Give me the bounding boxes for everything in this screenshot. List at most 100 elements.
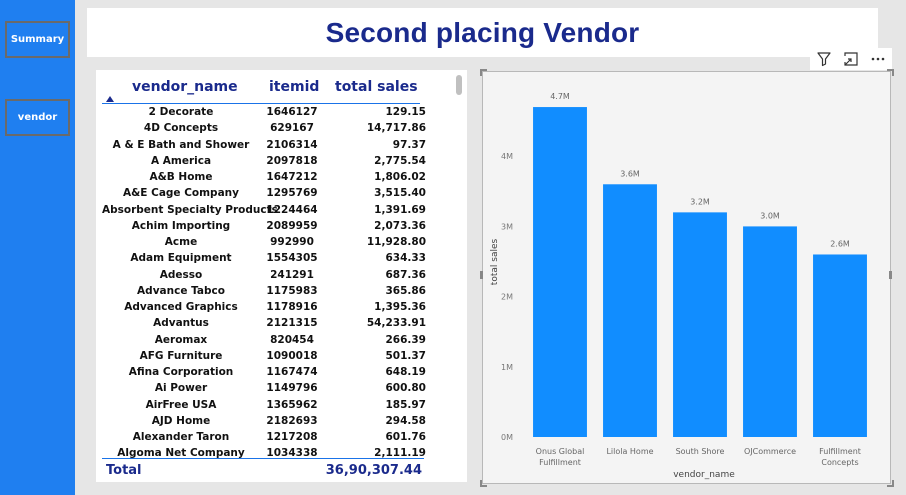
vendor-name-cell: Alexander Taron [132, 431, 230, 443]
table-total-row: Total 36,90,307.44 [102, 458, 424, 480]
itemid-cell: 1149796 [266, 382, 318, 395]
resize-corner-top-left[interactable] [480, 69, 487, 76]
table-row[interactable]: Ai Power 1149796 600.80 [102, 381, 426, 397]
more-options-icon[interactable] [869, 50, 887, 68]
data-label: 3.2M [690, 197, 710, 206]
x-tick-label: South Shore [676, 447, 725, 456]
total-sales-cell: 501.37 [385, 349, 426, 362]
table-row[interactable]: Aeromax 820454 266.39 [102, 333, 426, 349]
itemid-cell: 1646127 [266, 106, 318, 118]
table-row[interactable]: A&E Cage Company 1295769 3,515.40 [102, 186, 426, 202]
y-tick-label: 4M [501, 152, 513, 161]
itemid-cell: 2182693 [266, 414, 318, 427]
table-row[interactable]: Adam Equipment 1554305 634.33 [102, 251, 426, 267]
vendor-table: vendor_name itemid total sales 2 Decorat… [96, 70, 467, 482]
bar-chart: 0M 1M 2M 3M 4M total sales 4.7M Onus Global Fulf… [490, 92, 867, 480]
table-row[interactable]: 4D Concepts 629167 14,717.86 [102, 121, 426, 137]
total-sales-cell: 1,391.69 [374, 203, 426, 216]
total-sales-cell: 600.80 [385, 382, 426, 395]
data-label: 4.7M [550, 92, 570, 101]
table-row[interactable]: Advantus 2121315 54,233.91 [102, 316, 426, 332]
vendor-name-cell: Advance Tabco [137, 284, 225, 297]
vendor-name-cell: Aeromax [154, 333, 208, 346]
vendor-name-cell: A&B Home [149, 171, 213, 183]
bar [743, 226, 797, 437]
table-body: 2 Decorate 1646127 129.15 4D Concepts 629167… [102, 105, 426, 463]
focus-mode-icon[interactable] [842, 50, 860, 68]
table-row[interactable]: Absorbent Specialty Products 1224464 1,391… [102, 203, 426, 219]
sidebar: Summary vendor [0, 0, 75, 495]
vendor-name-cell: AirFree USA [145, 398, 217, 411]
total-sales-cell: 2,775.54 [374, 154, 426, 167]
vendor-name-cell: 2 Decorate [148, 106, 214, 118]
bar [813, 254, 867, 437]
total-sales-cell: 2,073.36 [374, 219, 426, 232]
total-sales-cell: 266.39 [385, 333, 426, 346]
itemid-cell: 1554305 [266, 252, 318, 265]
data-label: 2.6M [830, 239, 850, 248]
resize-corner-top-right[interactable] [887, 69, 894, 76]
bar [533, 107, 587, 437]
table-row[interactable]: A America 2097818 2,775.54 [102, 154, 426, 170]
table-row[interactable]: 2 Decorate 1646127 129.15 [102, 105, 426, 121]
y-tick-label: 1M [501, 363, 513, 372]
x-tick-label: Concepts [821, 458, 858, 467]
vendor-name-cell: Ai Power [154, 382, 208, 395]
itemid-cell: 1365962 [266, 398, 318, 411]
x-axis-title: vendor_name [673, 470, 735, 480]
column-header-itemid[interactable]: itemid [269, 79, 320, 95]
itemid-cell: 2097818 [266, 154, 318, 167]
total-sales-cell: 97.37 [392, 138, 426, 151]
table-row[interactable]: Achim Importing 2089959 2,073.36 [102, 219, 426, 235]
x-tick-label: Fulfillment [819, 447, 861, 456]
itemid-cell: 1295769 [266, 187, 318, 200]
table-header: vendor_name itemid total sales [102, 74, 420, 104]
x-tick-label: Onus Global [536, 447, 585, 456]
column-header-total-sales[interactable]: total sales [335, 79, 418, 95]
total-sales-cell: 2,111.19 [374, 447, 426, 460]
itemid-cell: 1178916 [266, 301, 318, 313]
table-row[interactable]: Advance Tabco 1175983 365.86 [102, 284, 426, 300]
itemid-cell: 820454 [270, 333, 314, 346]
table-row[interactable]: Afina Corporation 1167474 648.19 [102, 365, 426, 381]
column-header-vendor-name[interactable]: vendor_name [132, 79, 238, 95]
table-row[interactable]: Acme 992990 11,928.80 [102, 235, 426, 251]
table-row[interactable]: AirFree USA 1365962 185.97 [102, 398, 426, 414]
itemid-cell: 629167 [270, 122, 314, 135]
total-sales-cell: 129.15 [385, 106, 426, 118]
summary-nav-button[interactable]: Summary [5, 21, 70, 58]
vendor-name-cell: Achim Importing [131, 219, 231, 232]
scrollbar-thumb[interactable] [456, 75, 462, 95]
resize-corner-bottom-right[interactable] [887, 480, 894, 487]
table-row[interactable]: A & E Bath and Shower 2106314 97.37 [102, 138, 426, 154]
total-value: 36,90,307.44 [325, 463, 422, 478]
vendor-nav-button[interactable]: vendor [5, 99, 70, 136]
itemid-cell: 1034338 [266, 447, 318, 460]
resize-handle-left[interactable] [480, 271, 483, 279]
total-sales-cell: 294.58 [385, 414, 426, 427]
sort-ascending-icon[interactable] [106, 96, 114, 102]
table-row[interactable]: AFG Furniture 1090018 501.37 [102, 349, 426, 365]
vendor-name-cell: AJD Home [151, 414, 211, 427]
table-row[interactable]: Advanced Graphics 1178916 1,395.36 [102, 300, 426, 316]
table-row[interactable]: AJD Home 2182693 294.58 [102, 414, 426, 430]
total-sales-cell: 648.19 [385, 366, 426, 378]
data-label: 3.6M [620, 169, 640, 178]
resize-handle-right[interactable] [889, 271, 892, 279]
table-row[interactable]: Adesso 241291 687.36 [102, 268, 426, 284]
page-title: Second placing Vendor [325, 16, 640, 48]
itemid-cell: 2106314 [266, 138, 318, 151]
bar [603, 184, 657, 437]
table-row[interactable]: Algoma Net Company 1034338 2,111.19 [102, 446, 426, 462]
y-axis-title: total sales [490, 239, 500, 286]
scrollbar-track[interactable] [456, 74, 462, 478]
y-tick-label: 0M [501, 433, 513, 442]
resize-corner-bottom-left[interactable] [480, 480, 487, 487]
filter-icon[interactable] [815, 50, 833, 68]
bar-chart-visual[interactable]: 0M 1M 2M 3M 4M total sales 4.7M Onus Global Fulf… [482, 71, 891, 484]
total-sales-cell: 601.76 [385, 431, 426, 443]
vendor-name-cell: 4D Concepts [143, 122, 219, 135]
table-row[interactable]: A&B Home 1647212 1,806.02 [102, 170, 426, 186]
vendor-name-cell: Afina Corporation [128, 366, 234, 378]
table-row[interactable]: Alexander Taron 1217208 601.76 [102, 430, 426, 446]
